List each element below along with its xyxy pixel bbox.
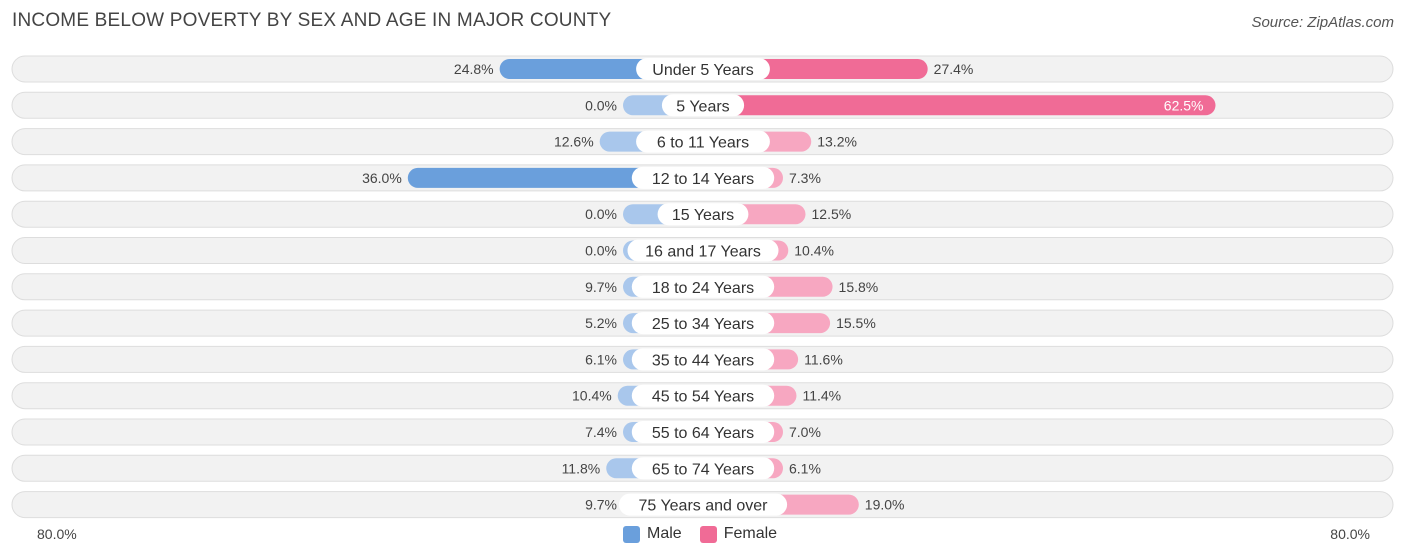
category-pill xyxy=(631,275,775,298)
value-label-male: 0.0% xyxy=(585,243,617,259)
value-label-female: 7.3% xyxy=(789,170,821,186)
category-pill xyxy=(661,94,745,117)
value-label-female: 6.1% xyxy=(789,460,821,476)
category-label: 12 to 14 Years xyxy=(652,171,754,188)
legend-label-female: Female xyxy=(723,525,778,542)
source-label: Source: ZipAtlas.com xyxy=(1251,14,1394,31)
value-label-male: 9.7% xyxy=(585,497,617,513)
value-label-female: 19.0% xyxy=(865,497,905,513)
value-label-female: 12.5% xyxy=(812,206,852,222)
category-label: 25 to 34 Years xyxy=(652,316,754,333)
value-label-male: 36.0% xyxy=(362,170,402,186)
value-label-male: 9.7% xyxy=(585,279,617,295)
value-label-male: 24.8% xyxy=(454,61,494,77)
legend-swatch-female xyxy=(699,525,717,543)
value-label-female: 13.2% xyxy=(817,134,857,150)
legend-swatch-male xyxy=(623,525,640,543)
value-label-female: 10.4% xyxy=(794,243,834,259)
bar-male xyxy=(407,167,703,188)
value-label-female: 27.4% xyxy=(934,61,974,77)
category-label: 15 Years xyxy=(672,207,734,224)
category-label: Under 5 Years xyxy=(652,62,753,79)
value-label-male: 7.4% xyxy=(585,424,617,440)
value-label-male: 0.0% xyxy=(585,206,617,222)
category-pill xyxy=(636,130,770,153)
value-label-female: 7.0% xyxy=(789,424,821,440)
category-label: 35 to 44 Years xyxy=(652,352,754,369)
category-label: 6 to 11 Years xyxy=(657,135,749,152)
value-label-female: 15.8% xyxy=(839,279,879,295)
category-label: 45 to 54 Years xyxy=(652,389,754,406)
category-pill xyxy=(631,312,775,335)
bar-female xyxy=(703,95,1216,116)
value-label-male: 10.4% xyxy=(572,388,612,404)
category-label: 18 to 24 Years xyxy=(652,280,754,297)
category-label: 65 to 74 Years xyxy=(652,461,754,478)
category-pill xyxy=(636,58,770,80)
value-label-male: 5.2% xyxy=(585,315,617,331)
value-label-female: 15.5% xyxy=(836,315,876,331)
category-pill xyxy=(631,166,775,189)
value-label-male: 11.8% xyxy=(562,460,601,476)
category-pill xyxy=(627,239,779,262)
category-pill xyxy=(631,457,775,480)
value-label-male: 6.1% xyxy=(585,351,617,367)
axis-left-label: 80.0% xyxy=(37,526,77,542)
category-pill xyxy=(618,493,788,516)
category-pill xyxy=(657,203,749,226)
legend-item-male: Male xyxy=(623,525,682,543)
chart-plot: 24.8% 27.4% Under 5 Years 0.0% 62.5% 5 Years 1… xyxy=(11,55,1394,519)
category-label: 16 and 17 Years xyxy=(645,244,761,261)
value-label-female: 11.4% xyxy=(802,388,841,404)
legend-label-male: Male xyxy=(647,525,682,542)
category-label: 55 to 64 Years xyxy=(652,425,754,442)
value-label-female: 62.5% xyxy=(1164,97,1204,113)
category-label: 75 Years and over xyxy=(639,498,769,515)
legend: Male Female xyxy=(623,525,795,543)
category-pill xyxy=(631,348,775,371)
category-pill xyxy=(631,384,775,407)
axis-right-label: 80.0% xyxy=(1330,526,1370,542)
value-label-male: 0.0% xyxy=(585,97,617,113)
category-label: 5 Years xyxy=(676,98,729,115)
value-label-female: 11.6% xyxy=(804,351,843,367)
chart-title: INCOME BELOW POVERTY BY SEX AND AGE IN M… xyxy=(12,10,612,31)
legend-item-female: Female xyxy=(699,525,778,543)
value-label-male: 12.6% xyxy=(554,134,594,150)
category-pill xyxy=(631,421,775,443)
